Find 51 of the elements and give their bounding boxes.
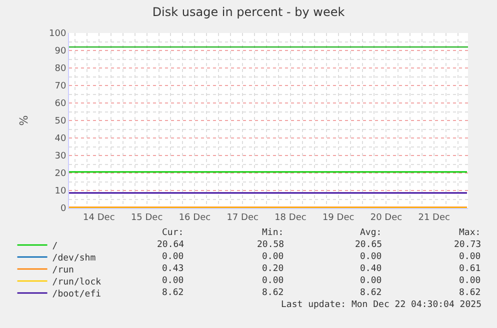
x-tick-label: 16 Dec [178,212,211,223]
text: 8.62 [162,288,184,298]
y-tick-label: 70 [54,82,66,92]
text: Min: [262,228,284,238]
text: 0.43 [162,264,184,274]
text: 0.61 [459,264,481,274]
text: 0.00 [459,276,481,286]
text: Last update: Mon Dec 22 04:30:04 2025 [281,300,482,310]
y-tick-label: 40 [54,134,66,144]
text: 8.62 [360,288,382,298]
x-tick-label: 21 Dec [418,212,450,223]
text: Max: [459,228,481,238]
y-tick-label: 100 [49,29,66,40]
legend-label: /dev/shm [52,254,96,264]
text: 0.00 [459,252,481,262]
text: 0.00 [262,252,284,262]
legend-label: / [52,242,58,252]
legend-label: /run/lock [52,278,102,288]
y-axis-title: % [18,115,31,126]
text: 20.58 [257,240,284,250]
text: 0.00 [360,252,382,262]
y-tick-label: 0 [60,204,66,214]
text: 0.20 [262,264,284,274]
x-tick-label: 15 Dec [130,212,163,223]
text: 0.00 [360,276,382,286]
text: 8.62 [262,288,284,298]
text: 20.64 [157,240,184,250]
legend-label: /boot/efi [52,290,102,300]
text: Avg: [360,228,382,238]
y-tick-label: 20 [54,169,66,180]
text: 20.73 [454,240,482,250]
y-tick-label: 10 [54,186,66,197]
text: 0.40 [360,264,382,274]
x-tick-label: 18 Dec [274,212,306,223]
text: 0.00 [162,252,184,262]
text: 20.65 [355,240,382,250]
legend-label: /run [52,266,74,276]
text: 8.62 [459,288,481,298]
x-tick-label: 19 Dec [322,212,354,223]
text: Cur: [162,228,184,238]
y-tick-label: 50 [54,116,66,127]
chart-title: Disk usage in percent - by week [152,5,345,20]
y-tick-label: 30 [54,152,66,162]
y-tick-label: 90 [54,46,66,57]
x-tick-label: 17 Dec [226,212,258,223]
y-tick-label: 60 [54,99,66,110]
text: 0.00 [162,276,184,286]
x-tick-label: 20 Dec [370,212,402,223]
y-tick-label: 80 [54,64,66,74]
x-tick-label: 14 Dec [83,212,115,223]
text: 0.00 [262,276,284,286]
